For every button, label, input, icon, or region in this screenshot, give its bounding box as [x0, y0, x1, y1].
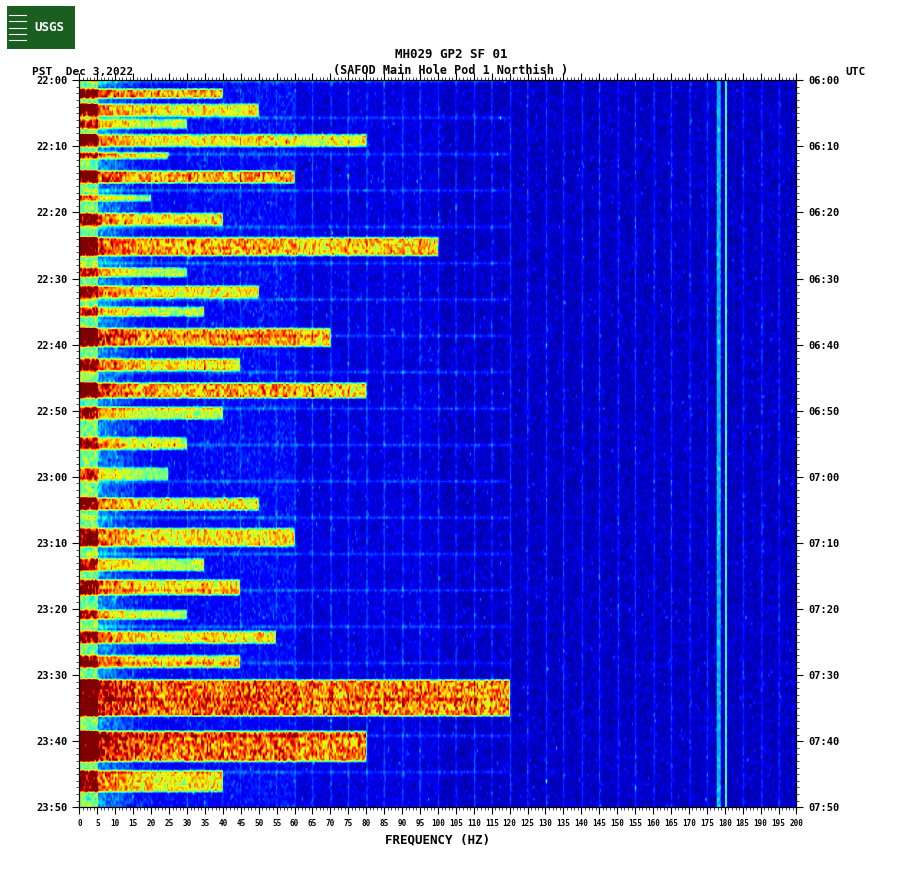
X-axis label: FREQUENCY (HZ): FREQUENCY (HZ): [385, 834, 491, 847]
Text: USGS: USGS: [34, 21, 64, 34]
Text: (SAFOD Main Hole Pod 1 Northish ): (SAFOD Main Hole Pod 1 Northish ): [334, 63, 568, 77]
Text: MH029 GP2 SF 01: MH029 GP2 SF 01: [395, 47, 507, 61]
Text: UTC: UTC: [846, 67, 866, 77]
Text: PST  Dec 3,2022: PST Dec 3,2022: [32, 67, 133, 77]
